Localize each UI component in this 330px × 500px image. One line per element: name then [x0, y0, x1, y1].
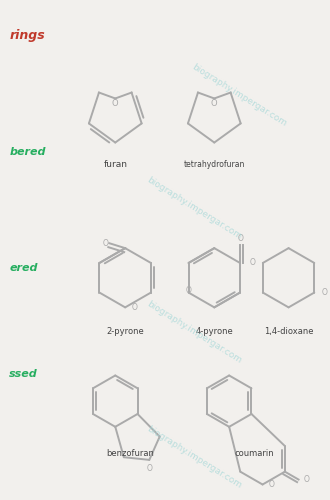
Text: O: O — [321, 288, 327, 297]
Text: O: O — [211, 100, 217, 108]
Text: 2-pyrone: 2-pyrone — [106, 327, 144, 336]
Text: furan: furan — [103, 160, 127, 170]
Text: O: O — [132, 303, 138, 312]
Text: O: O — [269, 480, 274, 489]
Text: benzofuran: benzofuran — [106, 448, 154, 458]
Text: ered: ered — [9, 263, 38, 273]
Text: O: O — [238, 234, 244, 243]
Text: coumarin: coumarin — [234, 448, 274, 458]
Text: O: O — [112, 100, 118, 108]
Text: tetrahydrofuran: tetrahydrofuran — [183, 160, 245, 170]
Text: 4-pyrone: 4-pyrone — [195, 327, 233, 336]
Text: O: O — [102, 240, 108, 248]
Text: O: O — [147, 464, 152, 473]
Text: biography.impergar.com: biography.impergar.com — [190, 62, 288, 128]
Text: biography.impergar.com: biography.impergar.com — [146, 424, 244, 490]
Text: O: O — [304, 475, 310, 484]
Text: O: O — [186, 286, 191, 294]
Text: bered: bered — [9, 148, 46, 158]
Text: biography.impergar.com: biography.impergar.com — [146, 299, 244, 365]
Text: ssed: ssed — [9, 368, 38, 378]
Text: 1,4-dioxane: 1,4-dioxane — [264, 327, 313, 336]
Text: rings: rings — [9, 29, 45, 42]
Text: O: O — [250, 258, 256, 268]
Text: biography.impergar.com: biography.impergar.com — [146, 176, 244, 242]
